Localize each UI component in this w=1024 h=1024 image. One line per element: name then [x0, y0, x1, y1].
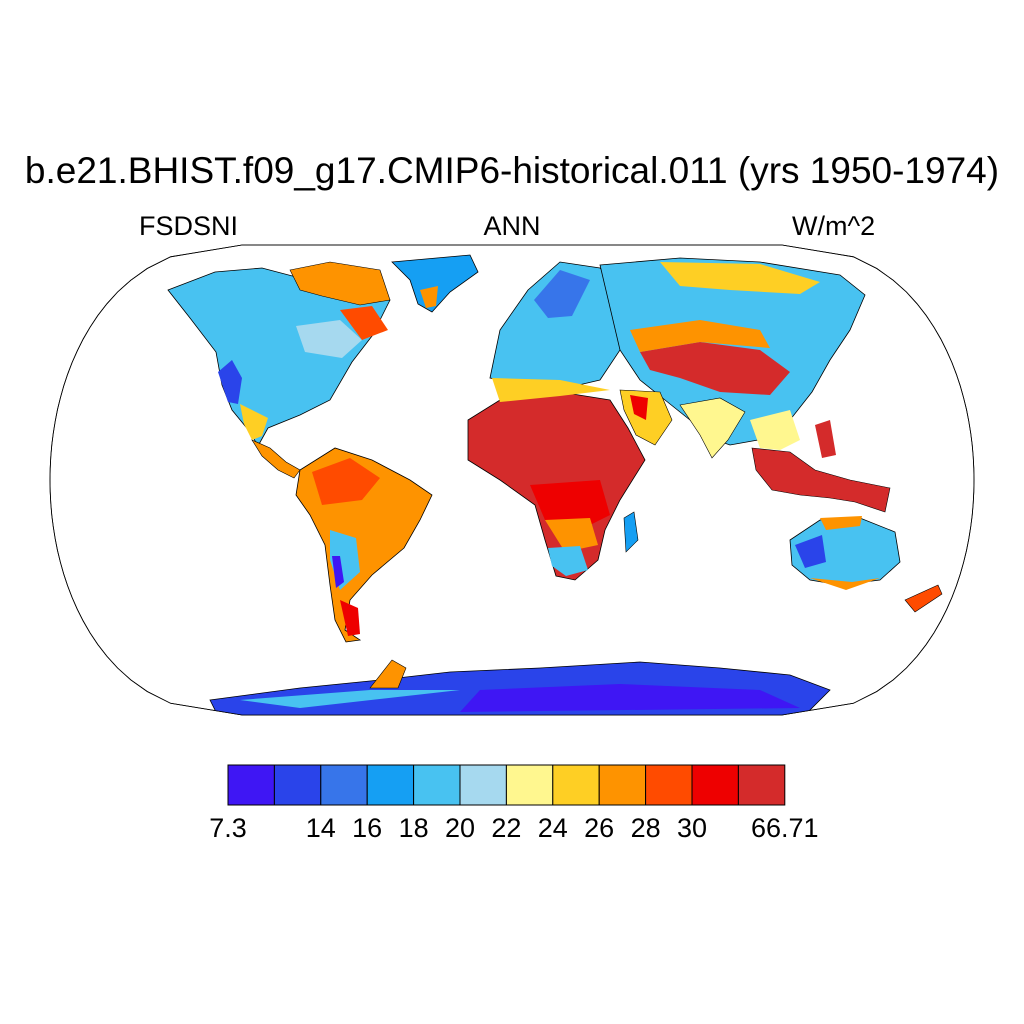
greenland-south-warm [420, 286, 438, 308]
colorbar-tick-label: 16 [352, 813, 383, 843]
colorbar-swatch [737, 764, 786, 806]
labrador-hot [340, 306, 388, 340]
australia-west-cool [795, 535, 826, 568]
colorbar-tick-label: 7.3 [209, 813, 247, 843]
central-asia-warm [630, 320, 770, 352]
colorbar-tick-label: 28 [630, 813, 661, 843]
scandinavia-cool [534, 270, 590, 318]
colorbar-tick-label: 26 [584, 813, 615, 843]
colorbar-tick-label: 20 [444, 813, 476, 843]
colorbar-swatch [366, 764, 415, 806]
greenland [391, 254, 479, 313]
colorbar-swatch [459, 764, 507, 806]
colorbar-tick-label: 30 [676, 813, 708, 843]
andes-very-cool [332, 556, 344, 588]
indonesia [751, 447, 891, 513]
units-label: W/m^2 [792, 211, 876, 241]
season-label: ANN [483, 211, 541, 241]
north-america-south-warm [240, 404, 268, 440]
madagascar [623, 511, 639, 553]
southeast-asia [750, 410, 800, 450]
variable-label: FSDSNI [139, 211, 239, 241]
antarctica-interior [460, 684, 800, 712]
arabia-hot [630, 395, 648, 420]
colorbar-swatch [320, 764, 368, 806]
colorbar-swatch [691, 764, 739, 806]
colorbar-swatch [505, 764, 554, 806]
colorbar-swatch [413, 764, 461, 806]
india [679, 397, 746, 459]
north-america-west-bright [218, 360, 242, 404]
colorbar-swatch [598, 764, 647, 806]
plot-title: b.e21.BHIST.f09_g17.CMIP6-historical.011… [24, 150, 1000, 191]
amazon-hot [312, 458, 380, 505]
colorbar-swatch [645, 764, 693, 806]
central-america [251, 439, 301, 479]
tibet-plateau-hot [640, 342, 790, 395]
philippines [815, 420, 836, 458]
canadian-arctic-warm [289, 261, 391, 306]
antarctic-peninsula [369, 659, 407, 689]
north-africa-coast-warm [492, 378, 610, 402]
central-africa-warm [545, 518, 598, 552]
colorbar-swatch [552, 764, 600, 806]
southern-africa-cool [548, 546, 588, 576]
antarctica-coast-light [240, 690, 460, 708]
colorbar-tick-label: 18 [398, 813, 429, 843]
colorbar-tick-label: 14 [305, 813, 336, 843]
colorbar-tick-label: 22 [491, 813, 522, 843]
equatorial-africa [530, 480, 610, 530]
australia-south-warm [810, 578, 880, 590]
colorbar-swatch [227, 764, 275, 806]
patagonia-hot [340, 600, 360, 636]
hudson-bay-region [296, 320, 362, 358]
colorbar-tick-label: 24 [537, 813, 568, 843]
map-outline [49, 244, 975, 716]
colorbar-tick-label: 66.71 [751, 813, 819, 843]
new-zealand [904, 584, 943, 613]
siberia-warm-coast [660, 262, 820, 294]
australia-north-warm [820, 516, 862, 530]
colorbar-swatch [273, 764, 322, 806]
